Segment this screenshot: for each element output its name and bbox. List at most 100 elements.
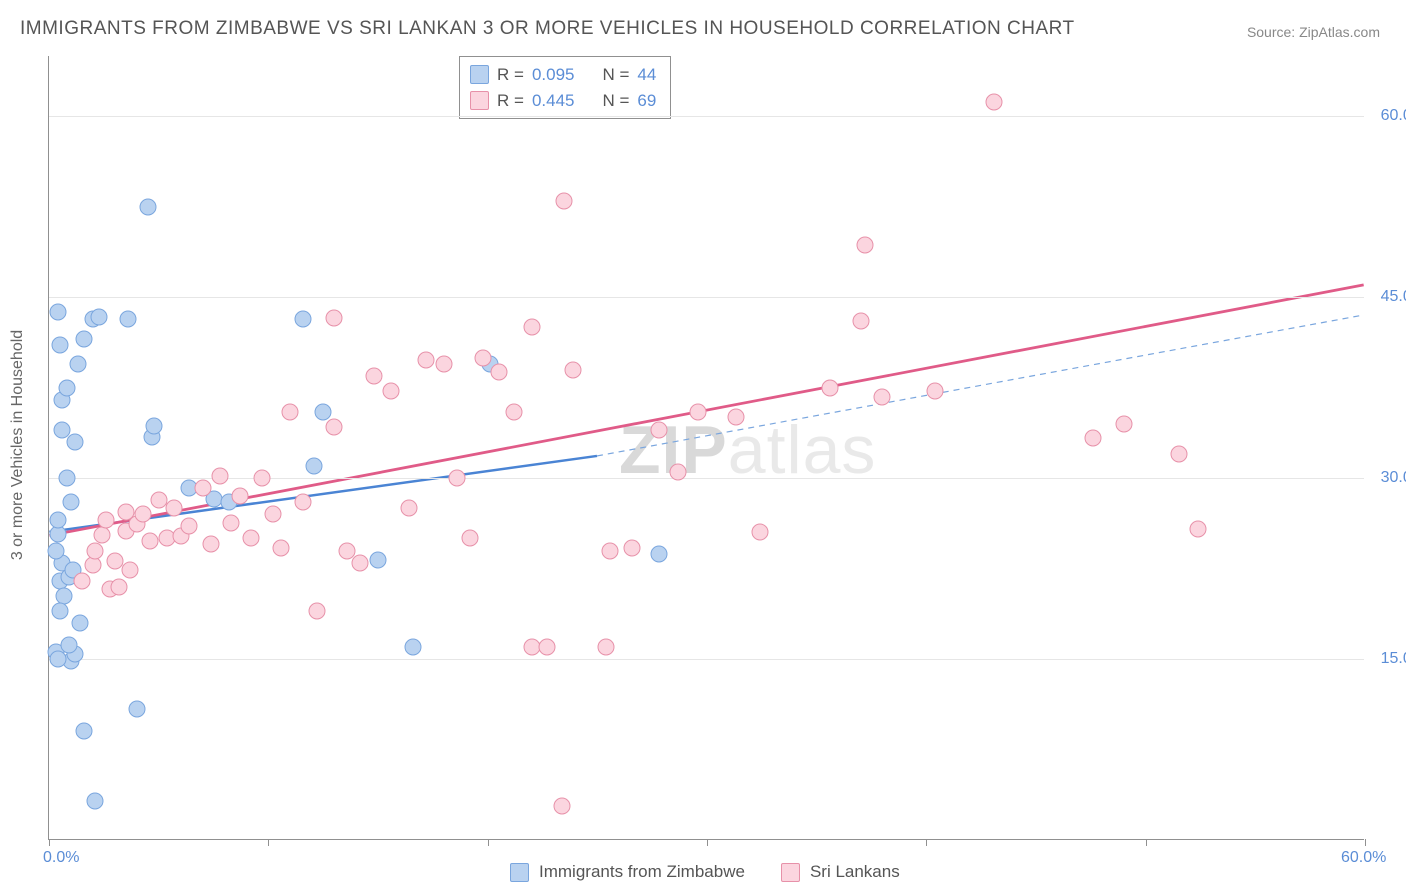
marker-series-a (315, 403, 332, 420)
legend-item-b: Sri Lankans (781, 862, 900, 882)
marker-series-b (927, 383, 944, 400)
regression-lines (49, 56, 1364, 839)
legend-item-a: Immigrants from Zimbabwe (510, 862, 745, 882)
n-label: N = (602, 88, 629, 114)
x-tick (707, 839, 708, 846)
marker-series-b (253, 470, 270, 487)
marker-series-b (690, 403, 707, 420)
marker-series-b (598, 639, 615, 656)
gridline (49, 297, 1364, 298)
marker-series-b (231, 488, 248, 505)
marker-series-b (326, 309, 343, 326)
gridline (49, 478, 1364, 479)
n-label: N = (602, 62, 629, 88)
marker-series-b (475, 349, 492, 366)
marker-series-b (856, 237, 873, 254)
marker-series-b (111, 578, 128, 595)
marker-series-b (602, 542, 619, 559)
marker-series-a (69, 355, 86, 372)
marker-series-b (986, 93, 1003, 110)
marker-series-a (370, 552, 387, 569)
marker-series-a (58, 470, 75, 487)
marker-series-b (273, 540, 290, 557)
correlation-legend: R = 0.095 N = 44 R = 0.445 N = 69 (459, 56, 671, 119)
marker-series-b (538, 639, 555, 656)
marker-series-a (146, 418, 163, 435)
marker-series-b (203, 536, 220, 553)
marker-series-a (60, 636, 77, 653)
swatch-pink (470, 91, 489, 110)
marker-series-b (435, 355, 452, 372)
marker-series-a (47, 542, 64, 559)
marker-series-b (874, 389, 891, 406)
r-label: R = (497, 88, 524, 114)
swatch-pink (781, 863, 800, 882)
marker-series-b (418, 351, 435, 368)
y-tick-label: 30.0% (1381, 469, 1406, 487)
marker-series-b (212, 467, 229, 484)
x-tick (1365, 839, 1366, 846)
source-attribution: Source: ZipAtlas.com (1247, 24, 1380, 40)
marker-series-b (505, 403, 522, 420)
scatter-plot: ZIPatlas R = 0.095 N = 44 R = 0.445 N = … (48, 56, 1364, 840)
marker-series-b (523, 319, 540, 336)
x-tick (49, 839, 50, 846)
marker-series-b (556, 192, 573, 209)
marker-series-b (448, 470, 465, 487)
marker-series-a (71, 614, 88, 631)
marker-series-a (49, 303, 66, 320)
marker-series-b (223, 514, 240, 531)
marker-series-b (135, 506, 152, 523)
marker-series-b (1115, 415, 1132, 432)
marker-series-b (282, 403, 299, 420)
marker-series-b (141, 532, 158, 549)
marker-series-b (122, 561, 139, 578)
x-tick-label: 60.0% (1341, 849, 1386, 867)
chart-title: IMMIGRANTS FROM ZIMBABWE VS SRI LANKAN 3… (20, 18, 1075, 40)
marker-series-b (194, 479, 211, 496)
marker-series-b (352, 554, 369, 571)
swatch-blue (510, 863, 529, 882)
marker-series-a (51, 337, 68, 354)
marker-series-a (54, 421, 71, 438)
marker-series-b (1085, 430, 1102, 447)
marker-series-a (295, 310, 312, 327)
marker-series-b (150, 491, 167, 508)
marker-series-a (91, 308, 108, 325)
marker-series-a (76, 331, 93, 348)
n-value-b: 69 (637, 88, 656, 114)
regression-line (597, 315, 1364, 456)
marker-series-b (1190, 520, 1207, 537)
legend-label-a: Immigrants from Zimbabwe (539, 862, 745, 882)
series-legend: Immigrants from Zimbabwe Sri Lankans (510, 862, 900, 882)
marker-series-a (139, 198, 156, 215)
x-tick (488, 839, 489, 846)
marker-series-b (93, 526, 110, 543)
marker-series-b (295, 494, 312, 511)
marker-series-a (49, 651, 66, 668)
marker-series-b (181, 518, 198, 535)
legend-row-b: R = 0.445 N = 69 (470, 88, 656, 114)
n-value-a: 44 (637, 62, 656, 88)
marker-series-b (565, 361, 582, 378)
x-tick-label: 0.0% (43, 849, 79, 867)
marker-series-b (490, 364, 507, 381)
y-tick-label: 45.0% (1381, 288, 1406, 306)
marker-series-b (670, 464, 687, 481)
marker-series-b (462, 530, 479, 547)
marker-series-b (84, 556, 101, 573)
marker-series-a (62, 494, 79, 511)
y-tick-label: 60.0% (1381, 107, 1406, 125)
swatch-blue (470, 65, 489, 84)
marker-series-b (242, 530, 259, 547)
marker-series-b (554, 798, 571, 815)
marker-series-a (76, 723, 93, 740)
marker-series-a (49, 512, 66, 529)
marker-series-b (852, 313, 869, 330)
marker-series-b (624, 540, 641, 557)
marker-series-b (727, 408, 744, 425)
y-tick-label: 15.0% (1381, 650, 1406, 668)
x-tick (926, 839, 927, 846)
marker-series-b (326, 419, 343, 436)
gridline (49, 659, 1364, 660)
